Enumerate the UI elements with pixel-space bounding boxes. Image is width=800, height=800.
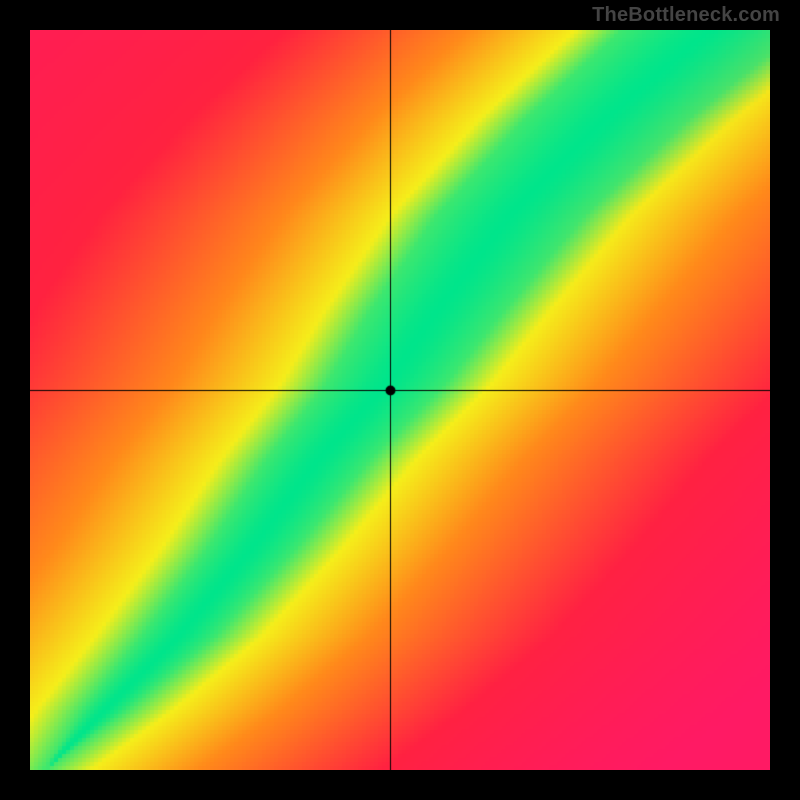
watermark-text: TheBottleneck.com (592, 4, 780, 27)
heatmap-canvas (30, 30, 770, 770)
chart-container: TheBottleneck.com (0, 0, 800, 800)
